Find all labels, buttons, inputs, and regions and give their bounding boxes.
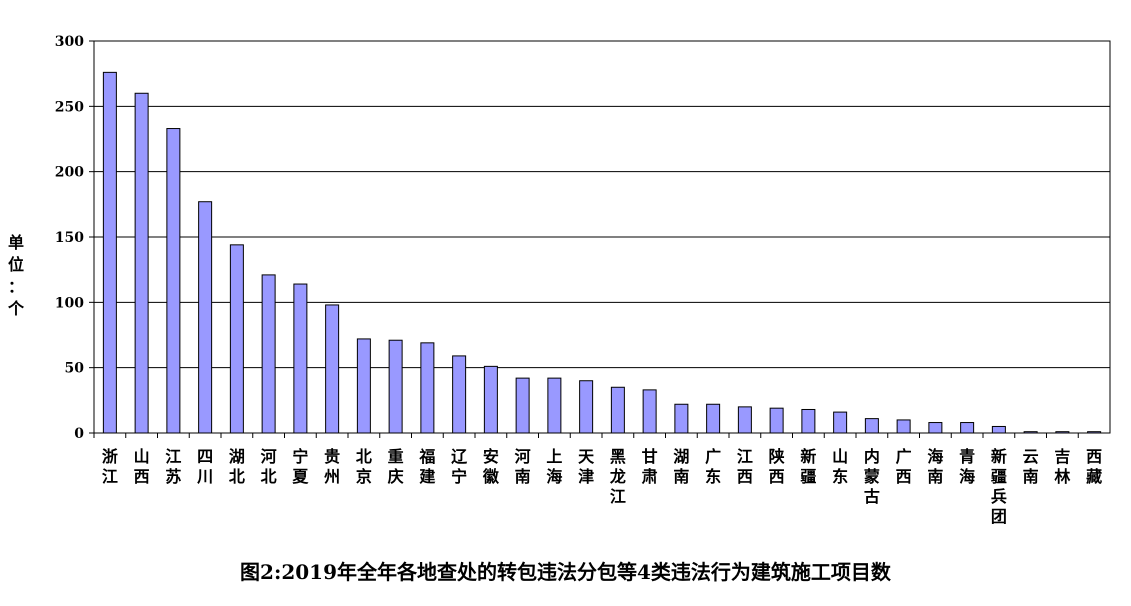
x-category-label: 湖南 <box>673 447 689 486</box>
y-axis-ticks: 0 50 100 150 200 250 300 <box>55 34 94 442</box>
x-category-label: 河南 <box>515 447 531 486</box>
bar <box>1023 431 1038 434</box>
bar <box>229 244 244 434</box>
y-tick-label: 100 <box>55 295 84 311</box>
y-tick-label: 0 <box>74 426 84 442</box>
bar <box>420 342 435 434</box>
x-category-label: 宁夏 <box>291 447 309 486</box>
bar <box>801 408 816 434</box>
x-category-label: 辽宁 <box>451 447 468 486</box>
x-category-label: 安徽 <box>482 447 500 486</box>
x-category-label: 重庆 <box>387 447 404 486</box>
bar <box>325 304 340 434</box>
bar <box>896 419 911 434</box>
x-category-label: 内蒙古 <box>864 447 880 506</box>
bar <box>928 422 943 434</box>
bar <box>737 406 752 434</box>
x-category-label: 云南 <box>1023 447 1039 486</box>
bar <box>134 92 149 434</box>
y-axis-label: 单位：个 <box>7 233 25 318</box>
x-category-label: 四川 <box>196 447 213 486</box>
bar <box>1055 431 1070 434</box>
bar <box>388 339 403 434</box>
x-category-label: 甘肃 <box>642 447 658 486</box>
x-category-label: 陕西 <box>769 447 785 486</box>
bar <box>864 418 879 434</box>
x-category-label: 山西 <box>134 447 150 486</box>
bar <box>166 128 181 434</box>
x-category-label: 福建 <box>418 447 435 486</box>
x-category-label: 黑龙江 <box>609 447 626 506</box>
x-axis-categories: 浙江山西江苏四川湖北河北宁夏贵州北京重庆福建辽宁安徽河南上海天津黑龙江甘肃湖南广… <box>93 433 1102 526</box>
bar <box>293 283 308 434</box>
bar <box>960 422 975 434</box>
bar <box>1087 431 1102 434</box>
x-category-label: 湖北 <box>229 447 245 486</box>
x-category-label: 河北 <box>261 447 277 486</box>
bar <box>833 411 848 434</box>
bar <box>102 71 117 434</box>
x-category-label: 新疆 <box>800 447 816 486</box>
y-tick-label: 150 <box>55 230 84 246</box>
y-tick-label: 300 <box>55 34 84 50</box>
bar <box>356 338 371 434</box>
x-category-label: 江苏 <box>165 447 181 486</box>
x-category-label: 广西 <box>896 447 912 486</box>
x-category-label: 西藏 <box>1086 447 1102 486</box>
x-category-label: 海南 <box>927 447 943 486</box>
bar <box>642 389 657 434</box>
bar <box>706 403 721 434</box>
bar <box>261 274 276 434</box>
bar <box>198 201 213 434</box>
x-category-label: 浙江 <box>102 447 118 486</box>
x-category-label: 上海 <box>546 447 562 486</box>
bar <box>547 377 562 434</box>
x-category-label: 北京 <box>356 447 372 486</box>
x-category-label: 山东 <box>832 447 848 486</box>
bar <box>579 380 594 434</box>
y-tick-label: 250 <box>55 99 84 115</box>
bar <box>769 407 784 434</box>
x-category-label: 贵州 <box>323 447 340 486</box>
chart-title: 图2:2019年全年各地查处的转包违法分包等4类违法行为建筑施工项目数 <box>240 560 891 584</box>
x-category-label: 江西 <box>737 447 753 486</box>
bar <box>674 403 689 434</box>
bar <box>610 386 625 434</box>
bar <box>515 377 530 434</box>
x-category-label: 天津 <box>578 447 595 486</box>
y-tick-label: 50 <box>65 361 85 377</box>
bar <box>991 425 1006 434</box>
y-axis-label-text: 单位：个 <box>7 233 25 318</box>
y-tick-label: 200 <box>55 165 84 181</box>
bar <box>483 365 498 434</box>
x-category-label: 广东 <box>705 447 721 486</box>
x-category-label: 吉林 <box>1054 447 1070 486</box>
x-category-label: 青海 <box>959 447 975 486</box>
bars <box>102 71 1102 434</box>
bar <box>452 355 467 434</box>
x-category-label: 新疆兵团 <box>991 447 1007 526</box>
